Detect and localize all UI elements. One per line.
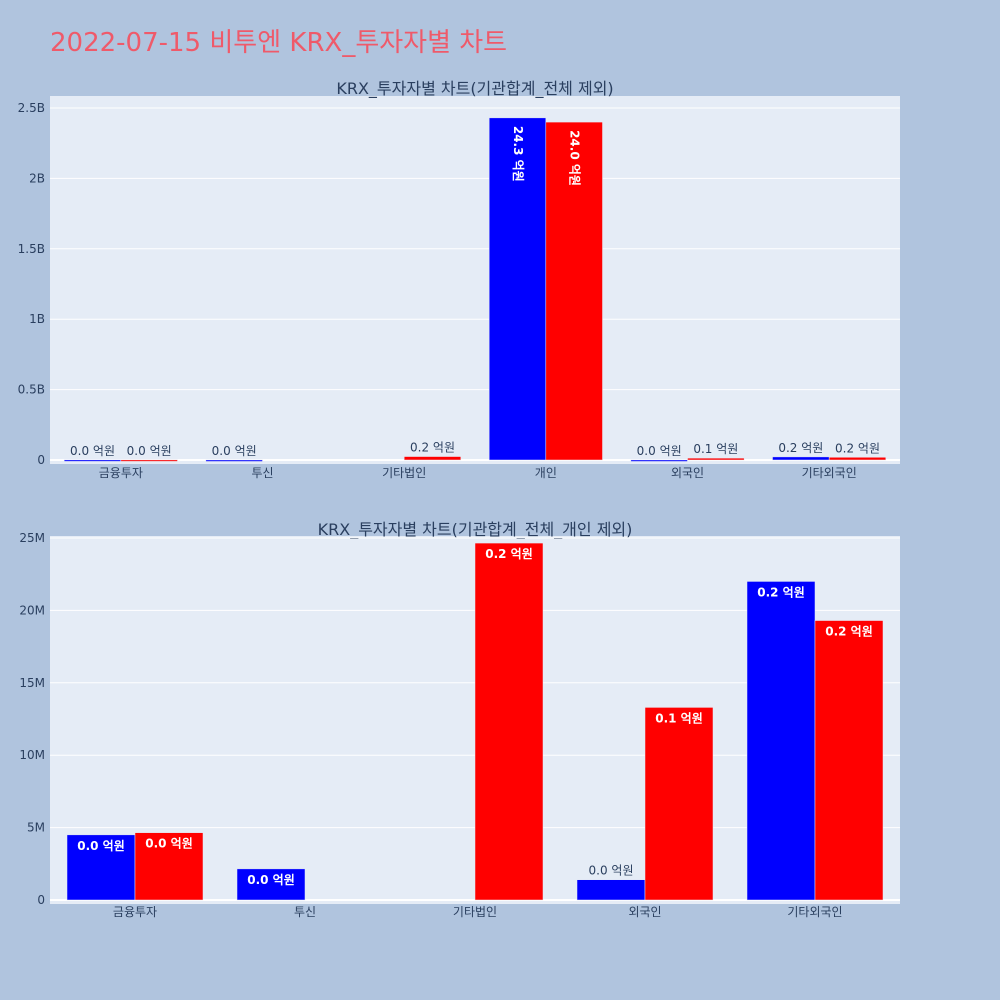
chart2-bar — [134, 832, 204, 901]
chart1-data-label: 24.0 억원 — [568, 130, 582, 186]
chart1-bar — [687, 457, 745, 461]
chart1-x-tick-label: 기타외국인 — [802, 466, 857, 480]
chart2-y-tick-label: 5M — [27, 821, 45, 835]
chart2-data-label: 0.0 억원 — [145, 837, 193, 851]
chart1-bar — [205, 459, 263, 462]
chart2-data-label: 0.2 억원 — [757, 585, 805, 599]
chart1-x-tick-label: 기타법인 — [382, 466, 426, 480]
chart1-title: KRX_투자자별 차트(기관합계_전체 제외) — [336, 79, 613, 99]
chart1-bar — [403, 456, 462, 461]
chart1-x-tick-label: 개인 — [535, 466, 557, 480]
chart2-bar — [576, 879, 646, 901]
chart2-bar — [236, 868, 306, 901]
chart1-data-label: 0.2 억원 — [778, 441, 823, 455]
chart2-x-tick-label: 기타법인 — [453, 905, 497, 919]
chart2-y-tick-label: 0 — [37, 893, 45, 907]
chart1-y-tick-label: 1.5B — [18, 242, 45, 256]
chart2-bar — [474, 542, 544, 901]
chart2-x-tick-label: 외국인 — [628, 905, 661, 919]
chart2-y-tick-label: 15M — [19, 676, 45, 690]
chart2-bar — [746, 581, 816, 901]
chart1-bar — [120, 459, 178, 462]
chart1-plot-area — [50, 96, 900, 464]
chart2-data-label: 0.2 억원 — [825, 625, 873, 639]
chart1-data-label: 0.0 억원 — [127, 444, 172, 458]
chart1-bar — [828, 457, 887, 461]
chart1-data-label: 0.0 억원 — [212, 444, 257, 458]
chart2-y-tick-label: 20M — [19, 603, 45, 617]
chart1-x-tick-label: 외국인 — [671, 466, 704, 480]
chart2-title: KRX_투자자별 차트(기관합계_전체_개인 제외) — [318, 520, 633, 540]
chart1-y-tick-label: 2B — [29, 171, 45, 185]
chart1-data-label: 0.0 억원 — [70, 444, 115, 458]
chart2-data-label: 0.0 억원 — [77, 839, 125, 853]
chart2-y-tick-label: 10M — [19, 748, 45, 762]
chart2-x-tick-label: 금융투자 — [113, 905, 157, 919]
chart1-bar — [63, 459, 122, 462]
chart1-bar — [545, 121, 603, 461]
chart2-bar — [644, 707, 714, 901]
chart1-y-tick-label: 1B — [29, 312, 45, 326]
chart2-bar — [66, 834, 136, 901]
chart2-x-tick-label: 기타외국인 — [787, 905, 842, 919]
chart2-data-label: 0.2 억원 — [485, 547, 533, 561]
chart2-data-label: 0.0 억원 — [589, 864, 634, 878]
chart1-y-tick-label: 0.5B — [18, 383, 45, 397]
chart1-data-label: 0.1 억원 — [693, 442, 738, 456]
chart1-bar — [630, 459, 688, 462]
chart1-x-tick-label: 금융투자 — [99, 466, 143, 480]
chart2-data-label: 0.1 억원 — [655, 711, 703, 725]
chart1-y-tick-label: 0 — [37, 453, 45, 467]
chart1-y-tick-label: 2.5B — [18, 101, 45, 115]
chart1-data-label: 24.3 억원 — [511, 126, 525, 182]
chart2-data-label: 0.0 억원 — [247, 873, 295, 887]
chart2-bar — [814, 620, 884, 901]
chart1-x-tick-label: 투신 — [251, 466, 273, 480]
chart1-data-label: 0.2 억원 — [835, 441, 880, 455]
chart2-x-tick-label: 투신 — [294, 905, 316, 919]
page-title: 2022-07-15 비투엔 KRX_투자자별 차트 — [50, 28, 508, 58]
chart1-data-label: 0.0 억원 — [637, 444, 682, 458]
chart2-y-tick-label: 25M — [19, 531, 45, 545]
chart1-bar — [772, 456, 830, 461]
chart1-data-label: 0.2 억원 — [410, 441, 455, 455]
